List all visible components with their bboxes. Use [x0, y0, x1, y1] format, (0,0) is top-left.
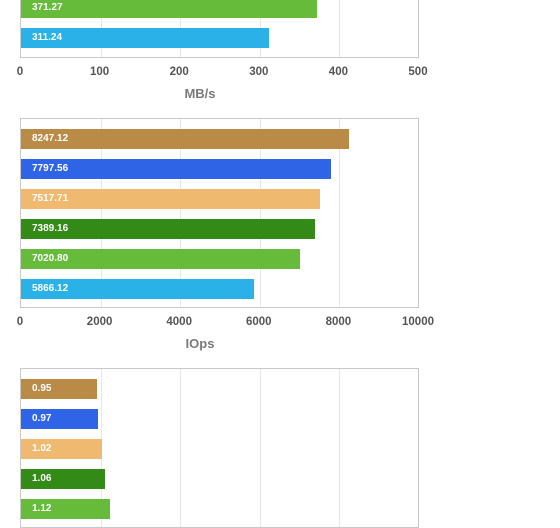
x-axis-title: IOps	[185, 336, 215, 351]
bar-value-label: 1.12	[32, 503, 52, 514]
x-tick-label: 10000	[402, 316, 434, 328]
bar-value-label: 8247.12	[32, 133, 69, 144]
bar: 7797.56	[21, 159, 332, 179]
bar-value-label: 7020.80	[32, 253, 69, 264]
bar: 7389.16	[21, 219, 316, 239]
x-tick-label: 100	[90, 66, 110, 78]
x-tick-label: 400	[328, 66, 348, 78]
x-axis-title: MB/s	[184, 86, 216, 101]
bar-value-label: 311.24	[32, 32, 63, 43]
x-tick-label: 2000	[86, 316, 113, 328]
bar-value-label: 0.95	[32, 383, 52, 394]
gridline	[180, 119, 182, 307]
bar: 1.06	[21, 469, 106, 489]
bar-value-label: 0.97	[32, 413, 52, 424]
bar: 8247.12	[21, 129, 350, 149]
bar-value-label: 5866.12	[32, 283, 69, 294]
x-tick-label: 8000	[325, 316, 352, 328]
x-tick-label: 300	[249, 66, 269, 78]
bar: 7517.71	[21, 189, 321, 209]
bar-value-label: 7389.16	[32, 223, 69, 234]
bar: 5866.12	[21, 279, 255, 299]
bar: 311.24	[21, 28, 269, 48]
bar-value-label: 1.06	[32, 473, 52, 484]
gridline	[100, 119, 102, 307]
gridline	[339, 119, 341, 307]
bar-value-label: 7517.71	[32, 193, 69, 204]
x-tick-label: 0	[16, 66, 24, 78]
bar-value-label: 7797.56	[32, 163, 69, 174]
chart-plot-area-2: 8247.12 7797.56 7517.71 7389.16 7020.80 5866.…	[20, 118, 419, 308]
bar: 0.95	[21, 379, 97, 399]
x-tick-label: 200	[169, 66, 189, 78]
chart-plot-area-1: 371.27 311.24	[20, 0, 419, 58]
gridline	[259, 369, 261, 527]
x-tick-label: 500	[408, 66, 428, 78]
gridline	[339, 369, 341, 527]
bar: 371.27	[21, 0, 317, 18]
gridline	[180, 369, 182, 527]
bar-value-label: 371.27	[32, 2, 63, 13]
bar: 1.02	[21, 439, 103, 459]
bar: 0.97	[21, 409, 99, 429]
x-tick-label: 4000	[166, 316, 192, 328]
x-tick-label: 6000	[246, 316, 272, 328]
gridline	[339, 0, 341, 57]
gridline	[259, 119, 261, 307]
bar: 1.12	[21, 499, 111, 519]
chart-plot-area-3: 0.95 0.97 1.02 1.06 1.12	[20, 368, 419, 528]
x-tick-label: 0	[16, 316, 24, 328]
bar: 7020.80	[21, 249, 301, 269]
bar-value-label: 1.02	[32, 443, 52, 454]
